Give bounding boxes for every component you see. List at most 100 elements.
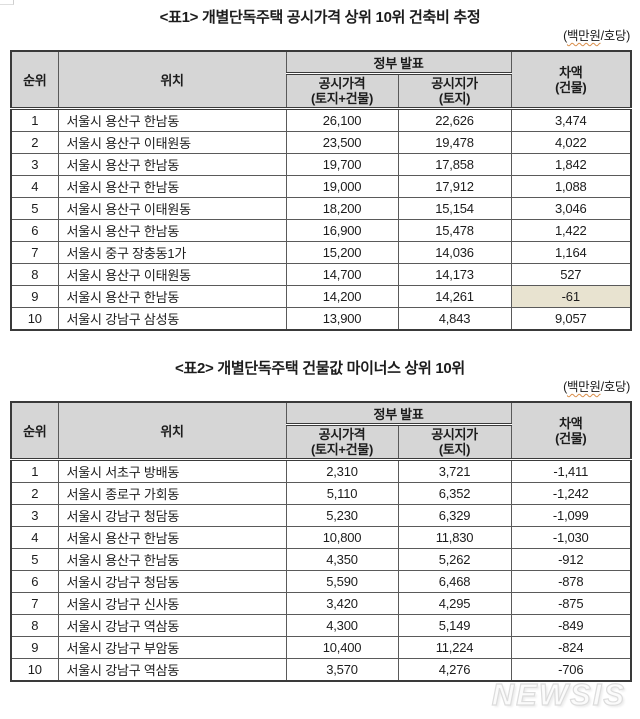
price-cell: 19,700: [285, 153, 399, 176]
price-cell: 13,900: [285, 307, 399, 331]
price-cell: 3,570: [285, 658, 399, 682]
posted-land-subheader: 공시지가 (토지): [397, 73, 512, 110]
table1-title: <표1> 개별단독주택 공시가격 상위 10위 건축비 추정: [159, 9, 481, 26]
unit-suffix: /호당): [600, 29, 631, 43]
price-cell: 10,400: [285, 636, 399, 659]
rank-cell: 3: [10, 153, 59, 176]
top10-price-table: 순위 위치 정부 발표 차액 (건물) 공시가격 (토지+건물) 공시지가 (토…: [10, 50, 633, 331]
unit-word: 백만원: [566, 380, 601, 394]
diff-column-header: 차액 (건물): [510, 50, 632, 110]
diff-cell: -849: [510, 614, 632, 637]
price-cell: 4,350: [285, 548, 399, 571]
table1-section: <표1> 개별단독주택 공시가격 상위 10위 건축비 추정 (백만원/호당) …: [0, 0, 640, 331]
table-row: 8 서울시 용산구 이태원동 14,700 14,173 527: [10, 263, 632, 286]
land-cell: 6,468: [397, 570, 512, 593]
rank-cell: 1: [10, 459, 59, 483]
location-cell: 서울시 용산구 한남동: [57, 219, 287, 242]
table2-section: <표2> 개별단독주택 건물값 마이너스 상위 10위 (백만원/호당) 순위 …: [0, 351, 640, 682]
table1-body: 1 서울시 용산구 한남동 26,100 22,626 3,474 2 서울시 용산구 이태…: [10, 108, 632, 331]
diff-cell: 1,842: [510, 153, 632, 176]
location-cell: 서울시 강남구 역삼동: [57, 658, 287, 682]
diff-cell: -878: [510, 570, 632, 593]
price-cell: 5,110: [285, 482, 399, 505]
table1-header: 순위 위치 정부 발표 차액 (건물) 공시가격 (토지+건물) 공시지가 (토…: [10, 50, 632, 110]
location-cell: 서울시 강남구 삼성동: [57, 307, 287, 331]
price-cell: 5,590: [285, 570, 399, 593]
table-row: 10 서울시 강남구 삼성동 13,900 4,843 9,057: [10, 307, 632, 331]
table-row: 9 서울시 강남구 부암동 10,400 11,224 -824: [10, 636, 632, 659]
diff-column-header: 차액 (건물): [510, 401, 632, 461]
table-row: 2 서울시 종로구 가회동 5,110 6,352 -1,242: [10, 482, 632, 505]
table2-title: <표2> 개별단독주택 건물값 마이너스 상위 10위: [175, 360, 465, 377]
diff-cell: -912: [510, 548, 632, 571]
table-row: 5 서울시 용산구 한남동 4,350 5,262 -912: [10, 548, 632, 571]
location-cell: 서울시 종로구 가회동: [57, 482, 287, 505]
unit-suffix: /호당): [600, 380, 631, 394]
diff-cell: -824: [510, 636, 632, 659]
rank-cell: 5: [10, 197, 59, 220]
newsis-watermark: NEWSIS: [491, 676, 626, 712]
price-cell: 16,900: [285, 219, 399, 242]
frame-corner-artifact: [0, 0, 14, 5]
price-cell: 5,230: [285, 504, 399, 527]
location-cell: 서울시 강남구 신사동: [57, 592, 287, 615]
unit-label-1: (백만원/호당): [0, 28, 640, 45]
location-cell: 서울시 용산구 이태원동: [57, 197, 287, 220]
table-row: 1 서울시 용산구 한남동 26,100 22,626 3,474: [10, 108, 632, 132]
diff-cell: 527: [510, 263, 632, 286]
table-row: 5 서울시 용산구 이태원동 18,200 15,154 3,046: [10, 197, 632, 220]
diff-cell: 1,422: [510, 219, 632, 242]
rank-cell: 10: [10, 307, 59, 331]
rank-column-header: 순위: [10, 50, 59, 110]
diff-cell: 9,057: [510, 307, 632, 331]
price-cell: 2,310: [285, 459, 399, 483]
location-column-header: 위치: [57, 50, 287, 110]
land-cell: 14,173: [397, 263, 512, 286]
location-cell: 서울시 강남구 청담동: [57, 504, 287, 527]
posted-price-subheader: 공시가격 (토지+건물): [285, 73, 399, 110]
table-row: 8 서울시 강남구 역삼동 4,300 5,149 -849: [10, 614, 632, 637]
table-row: 6 서울시 강남구 청담동 5,590 6,468 -878: [10, 570, 632, 593]
land-cell: 19,478: [397, 131, 512, 154]
posted-price-subheader: 공시가격 (토지+건물): [285, 424, 399, 461]
rank-cell: 7: [10, 241, 59, 264]
rank-cell: 7: [10, 592, 59, 615]
gov-announcement-header: 정부 발표: [285, 401, 512, 426]
table2-body: 1 서울시 서초구 방배동 2,310 3,721 -1,411 2 서울시 종로구 가회동…: [10, 459, 632, 682]
table-row: 3 서울시 용산구 한남동 19,700 17,858 1,842: [10, 153, 632, 176]
diff-cell: -1,411: [510, 459, 632, 483]
land-cell: 6,329: [397, 504, 512, 527]
location-cell: 서울시 용산구 한남동: [57, 175, 287, 198]
location-cell: 서울시 용산구 한남동: [57, 108, 287, 132]
minus-building-value-table: 순위 위치 정부 발표 차액 (건물) 공시가격 (토지+건물) 공시지가 (토…: [10, 401, 633, 682]
price-cell: 19,000: [285, 175, 399, 198]
rank-cell: 9: [10, 285, 59, 308]
diff-cell: -1,242: [510, 482, 632, 505]
price-cell: 26,100: [285, 108, 399, 132]
rank-cell: 2: [10, 482, 59, 505]
rank-cell: 4: [10, 526, 59, 549]
diff-cell: -706: [510, 658, 632, 682]
table-row: 3 서울시 강남구 청담동 5,230 6,329 -1,099: [10, 504, 632, 527]
land-cell: 15,478: [397, 219, 512, 242]
land-cell: 4,295: [397, 592, 512, 615]
rank-cell: 1: [10, 108, 59, 132]
rank-cell: 9: [10, 636, 59, 659]
location-cell: 서울시 강남구 부암동: [57, 636, 287, 659]
table-row: 6 서울시 용산구 한남동 16,900 15,478 1,422: [10, 219, 632, 242]
table-row: 4 서울시 용산구 한남동 19,000 17,912 1,088: [10, 175, 632, 198]
rank-cell: 2: [10, 131, 59, 154]
land-cell: 11,830: [397, 526, 512, 549]
table-row: 7 서울시 중구 장충동1가 15,200 14,036 1,164: [10, 241, 632, 264]
rank-cell: 4: [10, 175, 59, 198]
price-cell: 15,200: [285, 241, 399, 264]
rank-cell: 10: [10, 658, 59, 682]
posted-land-subheader: 공시지가 (토지): [397, 424, 512, 461]
land-cell: 4,843: [397, 307, 512, 331]
land-cell: 5,262: [397, 548, 512, 571]
location-cell: 서울시 용산구 한남동: [57, 153, 287, 176]
rank-cell: 5: [10, 548, 59, 571]
diff-cell: -1,030: [510, 526, 632, 549]
price-cell: 4,300: [285, 614, 399, 637]
diff-cell: 1,164: [510, 241, 632, 264]
